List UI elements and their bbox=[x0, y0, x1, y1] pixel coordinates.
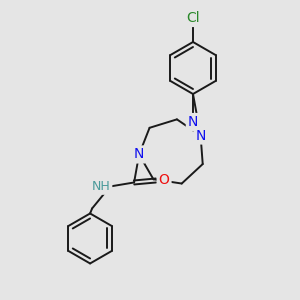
Text: N: N bbox=[195, 128, 206, 142]
Text: NH: NH bbox=[92, 180, 110, 193]
Text: O: O bbox=[159, 173, 170, 188]
Text: N: N bbox=[134, 148, 144, 161]
Text: Cl: Cl bbox=[186, 11, 200, 25]
Text: N: N bbox=[188, 115, 198, 129]
